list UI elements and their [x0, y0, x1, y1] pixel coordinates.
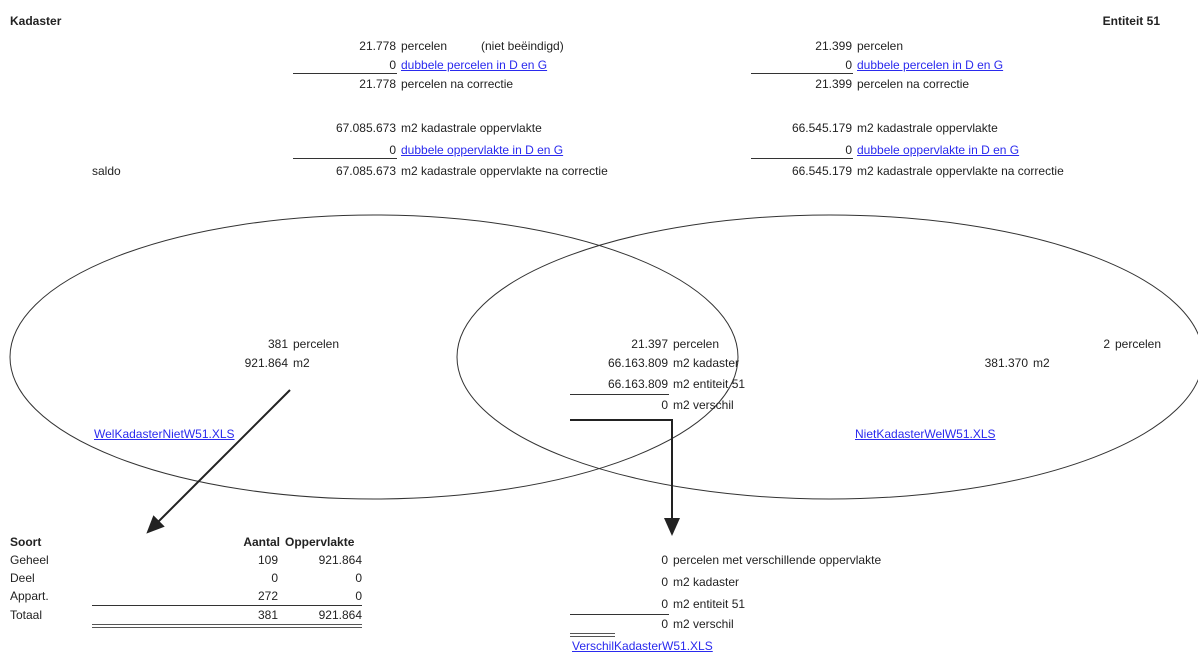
- saldo-label: saldo: [92, 164, 121, 178]
- diff-row-label: m2 entiteit 51: [673, 597, 746, 611]
- mid-count-value: 21.397: [631, 337, 668, 351]
- breakdown-total-opp: 921.864: [318, 608, 362, 622]
- diff-row-value: 0: [661, 597, 668, 611]
- right-area-value: 381.370: [984, 356, 1028, 370]
- breakdown-sum-rule: [92, 605, 362, 606]
- breakdown-total-soort: Totaal: [10, 608, 43, 622]
- breakdown-header-oppervlakte: Oppervlakte: [285, 535, 355, 549]
- arrow-to-breakdown: [146, 389, 291, 534]
- breakdown-row-opp: 921.864: [318, 553, 362, 567]
- mid-ent-area-value: 66.163.809: [607, 377, 668, 391]
- mid-kad-area-value: 66.163.809: [607, 356, 668, 370]
- right-count-label: percelen: [1115, 337, 1162, 351]
- diff-row-label: m2 verschil: [673, 617, 734, 631]
- mid-kad-area-label: m2 kadaster: [673, 356, 740, 370]
- kad-parcels-label: percelen: [401, 39, 448, 53]
- diff-row-label: m2 kadaster: [673, 575, 740, 589]
- breakdown-total-aantal: 381: [257, 608, 278, 622]
- ent-dup-area-value: 0: [845, 143, 852, 157]
- verschilkadaster-link[interactable]: VerschilKadasterW51.XLS: [572, 639, 713, 653]
- ent-parcels-corr-value: 21.399: [815, 77, 852, 91]
- breakdown-row-opp: 0: [355, 571, 362, 585]
- kad-sum-rule-1: [293, 73, 397, 74]
- kad-area-label: m2 kadastrale oppervlakte: [401, 121, 542, 135]
- ent-sum-rule-2: [751, 158, 853, 159]
- kad-dup-parcels-link[interactable]: dubbele percelen in D en G: [401, 58, 548, 72]
- arrow-to-diff: [570, 419, 680, 536]
- nietkadaster-link[interactable]: NietKadasterWelW51.XLS: [855, 427, 996, 441]
- ent-area-corr-value: 66.545.179: [791, 164, 852, 178]
- right-count-value: 2: [1103, 337, 1110, 351]
- breakdown-header-aantal: Aantal: [243, 535, 280, 549]
- kad-area-corr-label: m2 kadastrale oppervlakte na correctie: [401, 164, 608, 178]
- diff-row-value: 0: [661, 553, 668, 567]
- ent-area-label: m2 kadastrale oppervlakte: [857, 121, 998, 135]
- right-area-label: m2: [1033, 356, 1050, 370]
- ent-area-value: 66.545.179: [791, 121, 852, 135]
- left-area-value: 921.864: [244, 356, 288, 370]
- kad-parcels-note: (niet beëindigd): [481, 39, 564, 53]
- kadaster-ellipse: [9, 214, 739, 500]
- mid-count-label: percelen: [673, 337, 720, 351]
- left-count-label: percelen: [293, 337, 340, 351]
- kad-area-corr-value: 67.085.673: [335, 164, 396, 178]
- left-count-value: 381: [267, 337, 288, 351]
- breakdown-row-soort: Geheel: [10, 553, 49, 567]
- ent-sum-rule-1: [751, 73, 853, 74]
- left-area-label: m2: [293, 356, 310, 370]
- kad-sum-rule-2: [293, 158, 397, 159]
- kad-parcels-corr-value: 21.778: [359, 77, 396, 91]
- ent-parcels-value: 21.399: [815, 39, 852, 53]
- ent-parcels-corr-label: percelen na correctie: [857, 77, 970, 91]
- breakdown-header-soort: Soort: [10, 535, 42, 549]
- breakdown-row-aantal: 272: [257, 589, 278, 603]
- mid-sum-rule: [570, 394, 669, 395]
- breakdown-row-opp: 0: [355, 589, 362, 603]
- breakdown-total-double-rule: [92, 624, 362, 628]
- mid-ent-area-label: m2 entiteit 51: [673, 377, 746, 391]
- welkadaster-link[interactable]: WelKadasterNietW51.XLS: [94, 427, 235, 441]
- kad-dup-parcels-value: 0: [389, 58, 396, 72]
- breakdown-row-aantal: 109: [257, 553, 278, 567]
- diff-row-label: percelen met verschillende oppervlakte: [673, 553, 882, 567]
- breakdown-row-soort: Appart.: [10, 589, 49, 603]
- diff-row-value: 0: [661, 575, 668, 589]
- diff-total-double-rule: [570, 633, 615, 637]
- entiteit-title: Entiteit 51: [1102, 14, 1160, 28]
- breakdown-row-soort: Deel: [10, 571, 35, 585]
- ent-parcels-label: percelen: [857, 39, 904, 53]
- kadaster-title: Kadaster: [10, 14, 62, 28]
- breakdown-row-aantal: 0: [271, 571, 278, 585]
- diff-row-value: 0: [661, 617, 668, 631]
- diff-sum-rule: [570, 614, 669, 615]
- ent-dup-parcels-value: 0: [845, 58, 852, 72]
- kad-dup-area-value: 0: [389, 143, 396, 157]
- ent-dup-parcels-link[interactable]: dubbele percelen in D en G: [857, 58, 1004, 72]
- entiteit-ellipse: [456, 214, 1198, 500]
- mid-diff-value: 0: [661, 398, 668, 412]
- mid-diff-label: m2 verschil: [673, 398, 734, 412]
- ent-area-corr-label: m2 kadastrale oppervlakte na correctie: [857, 164, 1064, 178]
- kad-parcels-corr-label: percelen na correctie: [401, 77, 514, 91]
- kad-area-value: 67.085.673: [335, 121, 396, 135]
- kad-parcels-value: 21.778: [359, 39, 396, 53]
- kad-dup-area-link[interactable]: dubbele oppervlakte in D en G: [401, 143, 564, 157]
- ent-dup-area-link[interactable]: dubbele oppervlakte in D en G: [857, 143, 1020, 157]
